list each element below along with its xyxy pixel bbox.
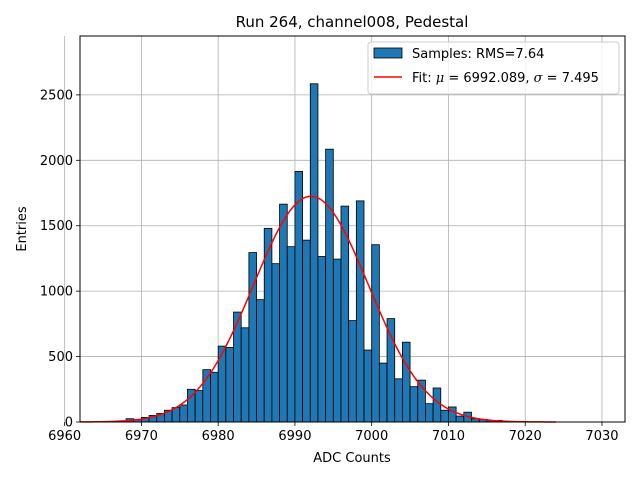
histogram-bar [348,320,357,423]
histogram-bar [294,171,304,423]
y-tick-label: 1000 [40,285,73,300]
legend-mu-symbol: μ [436,71,444,86]
histogram-bar [378,362,388,423]
histogram-bar [179,404,188,423]
x-tick-label: 6990 [278,429,311,444]
histogram-bar [256,299,265,423]
histogram-bar [271,263,280,423]
histogram-bar [248,252,257,423]
histogram-bar [332,258,342,423]
legend-sigma-symbol: σ [534,71,544,86]
histogram-bar [317,256,327,423]
legend: Samples: RMS=7.64 Fit: μ = 6992.089, σ =… [367,41,620,95]
histogram-bar [386,318,396,423]
legend-frame [367,41,620,95]
y-axis-ticks: 0 500 1000 1500 2000 2500 [40,88,80,431]
x-tick-label: 6960 [48,429,81,444]
y-tick-label: 2000 [40,154,73,169]
histogram-bar [371,244,380,423]
histogram-bar [302,239,311,423]
histogram-bar [286,246,296,423]
x-axis-ticks: 6960 6970 6980 6990 7000 7010 7020 7030 [48,422,619,444]
histogram-bar [325,148,334,423]
histogram-bar [432,387,442,423]
plot-area-frame [79,35,626,423]
histogram-bar [363,349,373,423]
x-tick-label: 6980 [202,429,235,444]
histogram-bars [87,83,549,423]
y-axis-label: Entries [15,206,30,252]
y-tick-label: 500 [48,350,73,365]
fit-curve-group [79,195,556,423]
legend-mu-value: = 6992.089, [444,71,533,86]
legend-sigma-value: = 7.495 [543,71,599,86]
histogram-bar [401,341,411,423]
histogram-bar [279,203,288,423]
histogram-bar [309,83,319,423]
histogram-bar [240,327,250,423]
y-tick-label: 0 [65,416,73,431]
histogram-bar [425,403,434,423]
chart-title: Run 264, channel008, Pedestal [236,13,469,31]
x-tick-label: 7010 [432,429,465,444]
histogram-bar [210,371,219,423]
y-tick-label: 2500 [40,88,73,103]
histogram-bar [194,390,204,423]
histogram-bar [409,386,419,423]
x-tick-label: 7000 [355,429,388,444]
x-tick-label: 6970 [125,429,158,444]
histogram-bar [225,347,234,423]
gaussian-fit-curve [79,195,556,423]
y-tick-label: 1500 [40,219,73,234]
histogram-bar [394,378,403,423]
legend-fit-label: Fit: μ = 6992.089, σ = 7.495 [412,71,599,86]
histogram-bar [455,415,465,423]
x-tick-label: 7020 [509,429,542,444]
legend-fit-prefix: Fit: [412,71,436,86]
histogram-bar [355,200,365,423]
x-axis-label: ADC Counts [313,451,391,466]
x-tick-label: 7030 [585,429,618,444]
legend-samples-swatch [373,47,403,59]
histogram-bar [440,409,449,423]
legend-samples-label: Samples: RMS=7.64 [412,47,544,62]
